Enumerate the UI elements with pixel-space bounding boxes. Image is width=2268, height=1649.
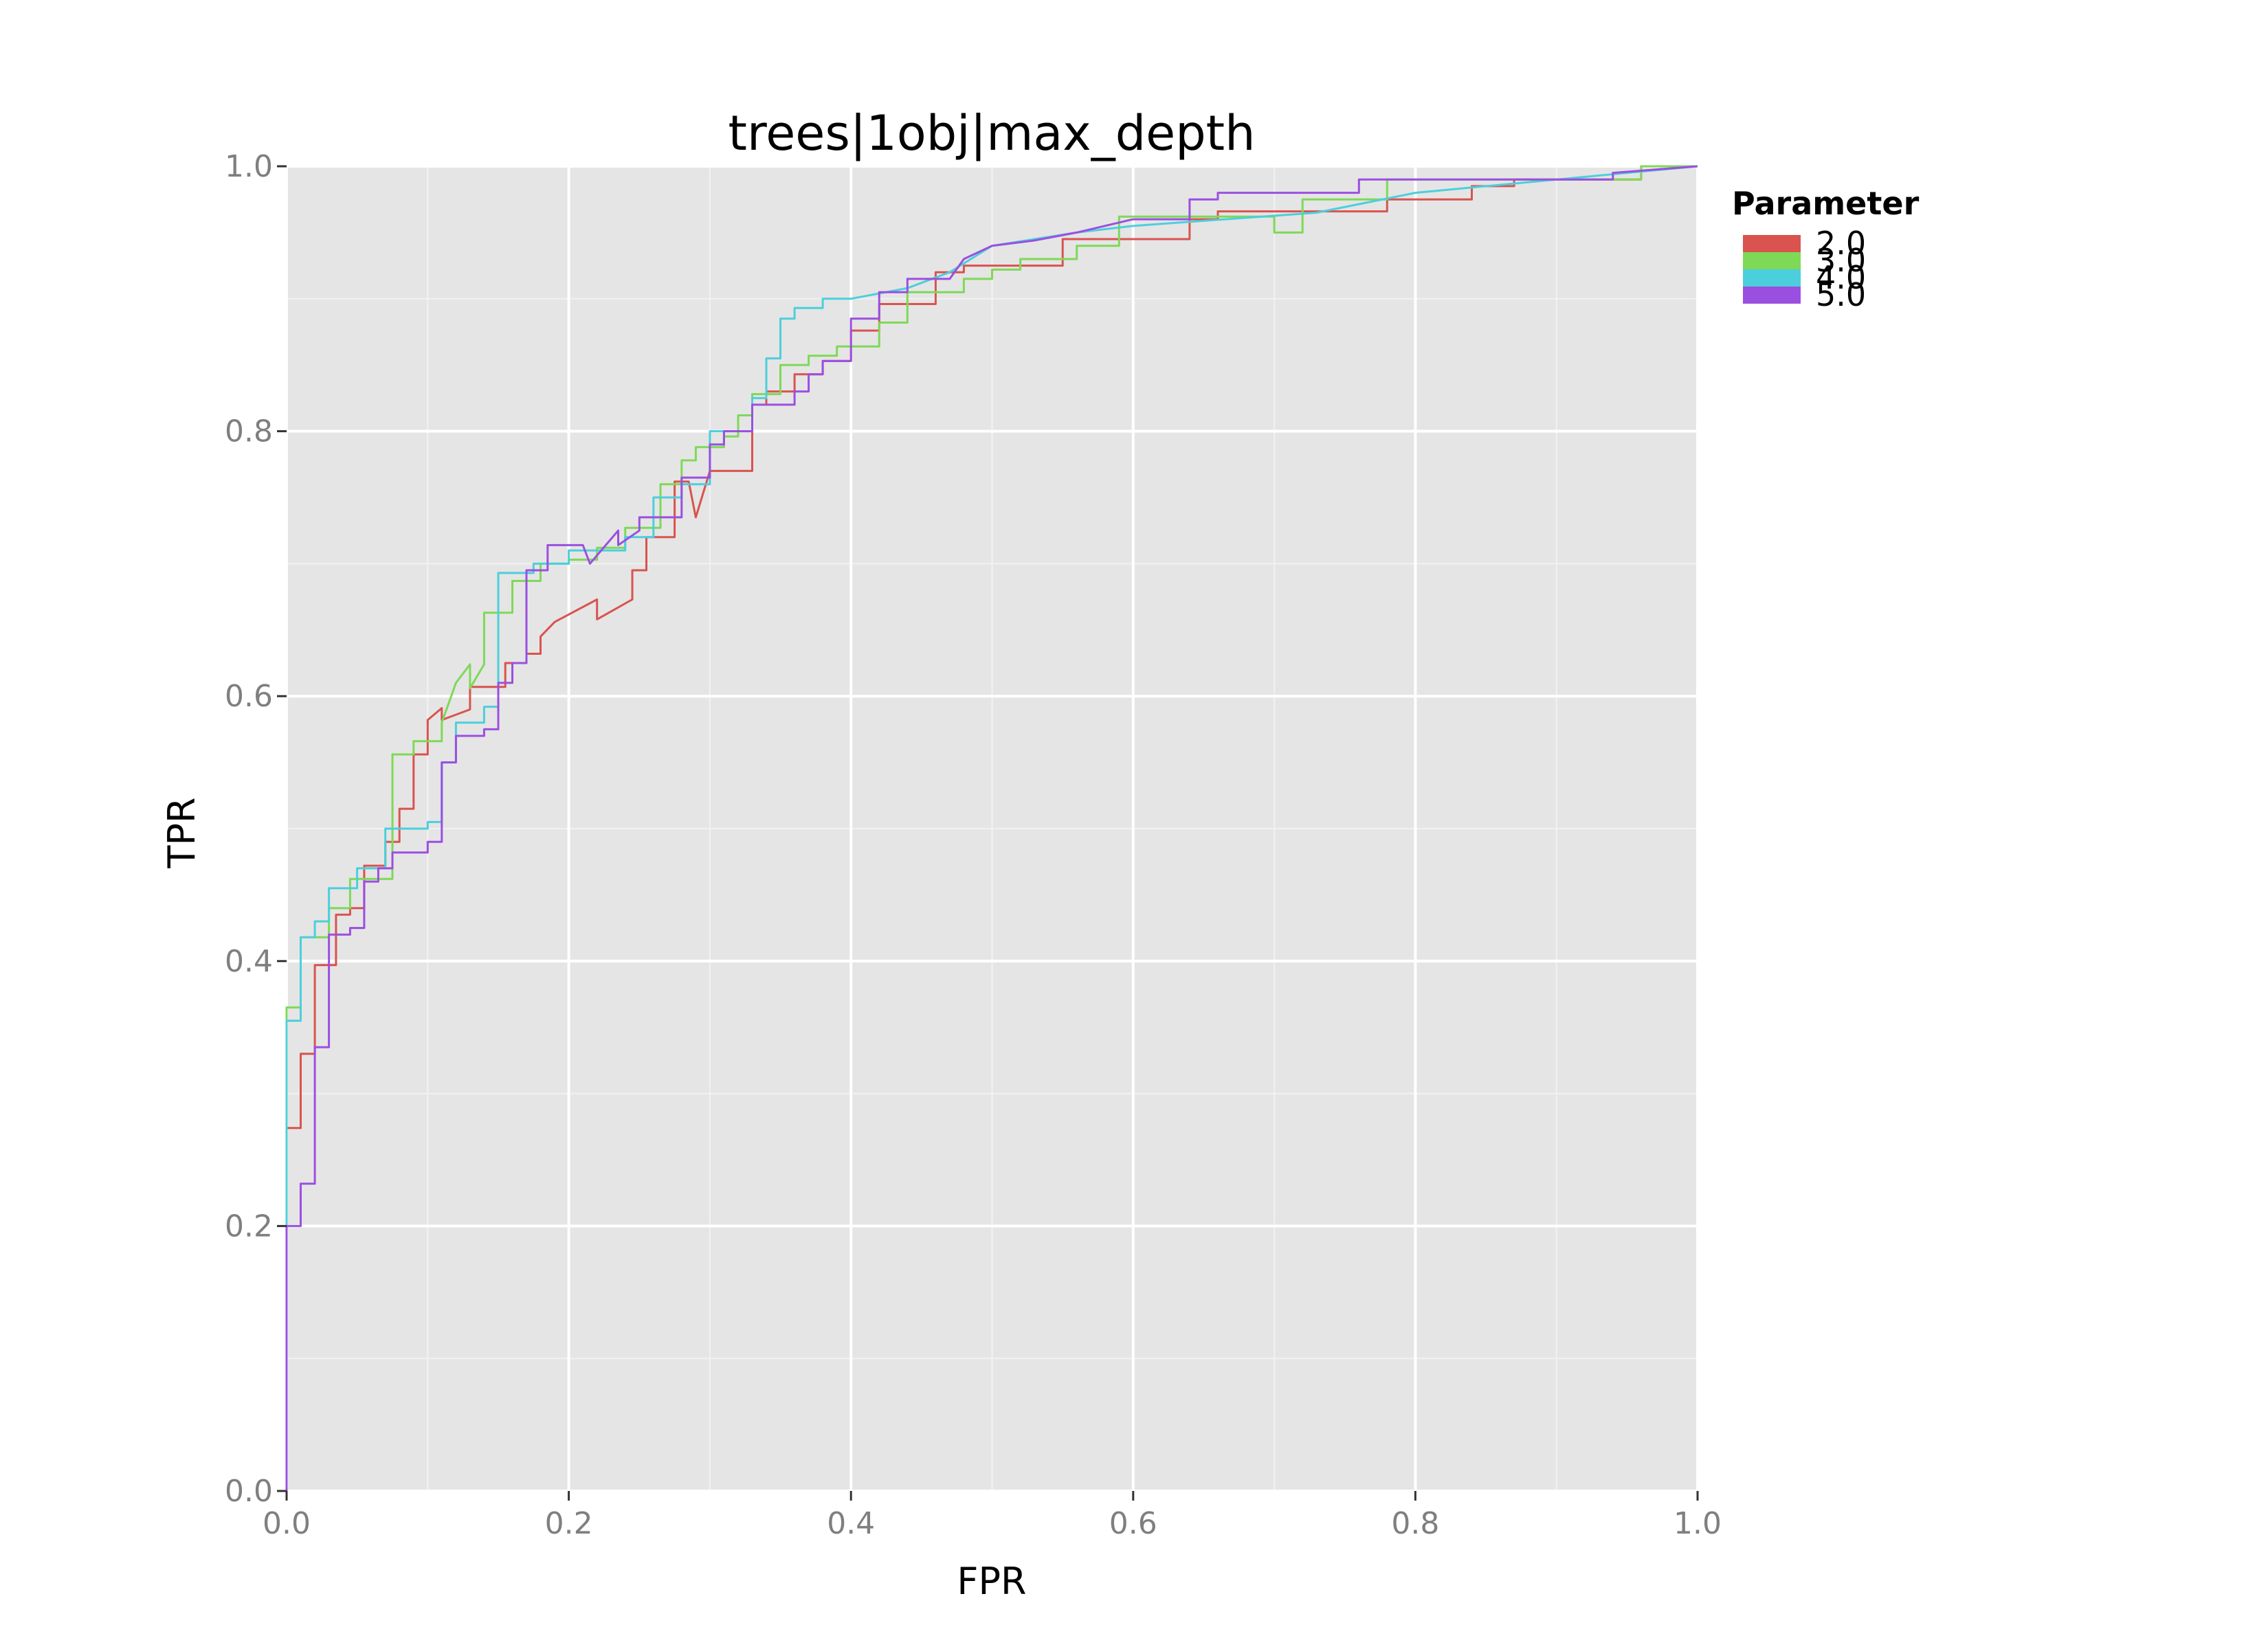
legend-items: 2.03.04.05.0	[1743, 225, 1866, 313]
legend-key-5.0	[1743, 287, 1801, 304]
series-line-5.0	[285, 165, 1698, 1491]
x-tick-label: 0.0	[263, 1506, 311, 1541]
x-tick-label: 0.4	[827, 1506, 875, 1541]
y-axis: 0.0 0.2 0.4 0.6 0.8 1.0	[225, 149, 287, 1509]
legend-title: Parameter	[1732, 185, 1920, 222]
minor-grid	[287, 166, 1698, 1491]
x-axis-title: FPR	[957, 1560, 1026, 1603]
legend-key-3.0	[1743, 252, 1801, 269]
y-tick-label: 0.6	[225, 679, 273, 714]
legend-label: 4.0	[1816, 259, 1866, 296]
chart-title: trees|1obj|max_depth	[729, 105, 1256, 161]
series-line-4.0	[285, 165, 1698, 1491]
x-tick-label: 1.0	[1674, 1506, 1722, 1541]
major-grid	[285, 165, 1699, 1492]
y-tick-label: 0.2	[225, 1209, 273, 1244]
x-tick-label: 0.8	[1391, 1506, 1439, 1541]
y-tick-label: 0.0	[225, 1474, 273, 1509]
legend-label: 5.0	[1816, 276, 1866, 313]
x-axis: 0.0 0.2 0.4 0.6 0.8 1.0	[263, 1491, 1722, 1541]
y-tick-label: 0.4	[225, 944, 273, 979]
legend-label: 3.0	[1816, 242, 1866, 279]
x-tick-label: 0.2	[545, 1506, 593, 1541]
y-tick-label: 1.0	[225, 149, 273, 184]
legend-label: 2.0	[1816, 225, 1866, 262]
series-layer	[285, 165, 1698, 1491]
y-axis-title: TPR	[160, 797, 203, 868]
legend-key-2.0	[1743, 235, 1801, 252]
y-tick-label: 0.8	[225, 414, 273, 449]
x-tick-label: 0.6	[1109, 1506, 1157, 1541]
legend-key-4.0	[1743, 269, 1801, 287]
legend: Parameter 2.03.04.05.0	[1732, 185, 1920, 313]
